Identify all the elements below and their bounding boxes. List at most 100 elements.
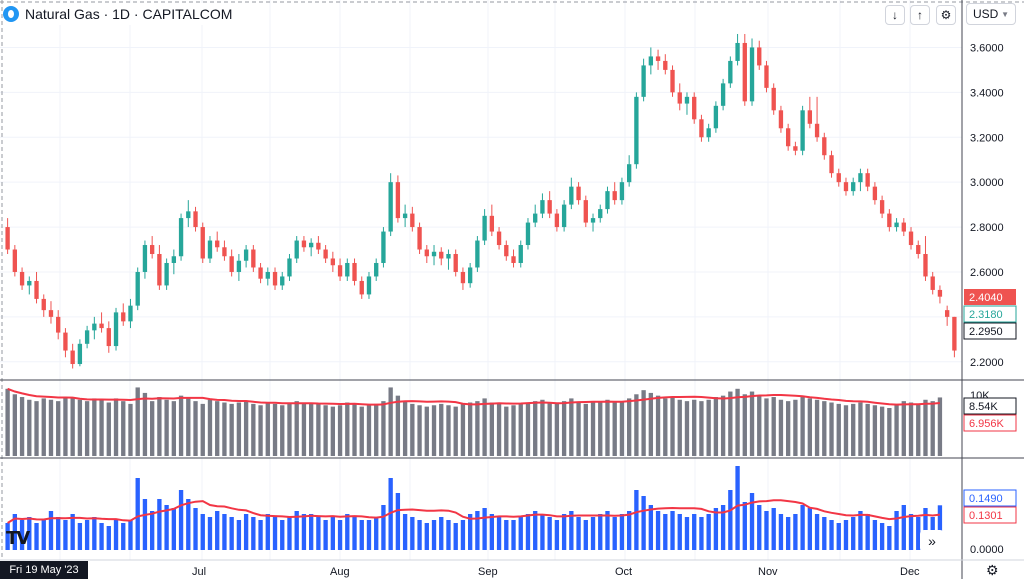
volume-bar: [496, 403, 502, 456]
volume-bar: [793, 399, 798, 456]
volume-bar: [287, 402, 292, 456]
oscillator-bar: [164, 505, 169, 550]
candle-body: [128, 305, 133, 322]
candle-body: [901, 222, 906, 232]
candle-body: [894, 222, 899, 228]
candle: [525, 218, 531, 250]
candle-body: [800, 110, 805, 151]
candle-body: [200, 227, 205, 259]
candle-body: [533, 213, 538, 223]
candle: [395, 175, 401, 223]
candle-body: [612, 191, 617, 201]
candle: [511, 249, 516, 268]
volume-bar: [901, 401, 906, 456]
volume-bar: [937, 397, 943, 456]
oscillator-bar: [41, 520, 46, 550]
arrow-up-icon[interactable]: ↑: [910, 5, 930, 25]
last-price-label: 2.3180: [969, 309, 1003, 321]
prev-close-label: 2.4040: [969, 292, 1003, 304]
candle-body: [5, 227, 10, 250]
candle: [489, 204, 495, 237]
candle-body: [113, 312, 119, 347]
volume-bar: [106, 402, 111, 456]
oscillator-bar: [446, 520, 451, 550]
candle: [800, 105, 805, 156]
candle: [937, 285, 943, 304]
volume-bar: [569, 398, 574, 456]
volume-bar: [359, 406, 364, 456]
symbol-title: Natural Gas · 1D · CAPITALCOM: [25, 6, 233, 22]
candle: [70, 343, 75, 369]
volume-bar: [814, 399, 820, 456]
candle: [142, 240, 148, 279]
candle-body: [814, 123, 820, 138]
candle: [742, 33, 747, 106]
volume-ma-line: [7, 387, 940, 406]
volume-bar: [48, 399, 54, 456]
oscillator-bar: [388, 478, 393, 550]
candle: [706, 123, 711, 142]
oscillator-bar: [113, 520, 119, 550]
candle-body: [944, 310, 950, 317]
oscillator-bar: [337, 520, 343, 550]
volume-ma-badge: [963, 414, 1017, 432]
volume-bar: [525, 402, 531, 456]
scroll-to-realtime-icon[interactable]: »: [920, 530, 944, 552]
oscillator-bar: [785, 517, 791, 550]
candle: [576, 182, 581, 205]
price-tick-label: 3.4000: [970, 87, 1004, 99]
candle-body: [19, 271, 25, 286]
candle-body: [561, 204, 567, 228]
candle-body: [243, 249, 249, 261]
volume-bar: [540, 399, 545, 456]
oscillator-bar: [84, 520, 90, 550]
oscillator-bar: [482, 508, 487, 550]
volume-bar: [648, 392, 654, 456]
last-price-badge: [963, 305, 1017, 323]
volume-bar: [829, 402, 834, 456]
oscillator-bar: [99, 523, 104, 550]
candle: [952, 316, 957, 358]
candle: [807, 96, 813, 129]
volume-bar: [388, 387, 393, 456]
gear-icon[interactable]: ⚙: [936, 5, 956, 25]
candle: [612, 182, 617, 205]
volume-bar: [518, 403, 523, 456]
candle-body: [937, 289, 943, 297]
volume-bar: [446, 405, 451, 456]
candle: [171, 249, 177, 275]
volume-bar: [561, 401, 567, 456]
candle-body: [677, 92, 682, 104]
candle-body: [590, 218, 596, 223]
candle: [677, 83, 682, 111]
gas-flame-icon: [3, 6, 19, 22]
arrow-down-icon[interactable]: ↓: [885, 5, 905, 25]
candle-body: [764, 65, 769, 88]
candle: [316, 236, 321, 255]
volume-bar: [547, 402, 552, 456]
volume-bar: [128, 403, 133, 456]
price-tick-label: 3.0000: [970, 177, 1004, 189]
symbol-header[interactable]: Natural Gas · 1D · CAPITALCOM: [3, 3, 237, 25]
oscillator-bar: [851, 517, 856, 550]
crosshair-price-badge: [963, 322, 1017, 340]
oscillator-bar: [569, 511, 574, 550]
candle: [894, 218, 899, 232]
gear-icon[interactable]: ⚙: [986, 562, 999, 578]
oscillator-bar: [301, 514, 307, 550]
currency-selector[interactable]: USD ▼: [966, 3, 1016, 25]
candle-body: [879, 200, 885, 214]
candle: [916, 240, 921, 259]
candle-body: [77, 343, 83, 365]
volume-bar: [836, 403, 841, 456]
candle: [590, 213, 596, 232]
volume-bar: [402, 401, 408, 456]
volume-bar: [916, 403, 921, 456]
candle-body: [34, 280, 39, 299]
volume-bar: [742, 394, 747, 456]
candle: [48, 301, 54, 324]
oscillator-bar: [63, 520, 68, 550]
volume-bar: [684, 401, 690, 456]
tradingview-logo[interactable]: TV: [6, 528, 30, 549]
